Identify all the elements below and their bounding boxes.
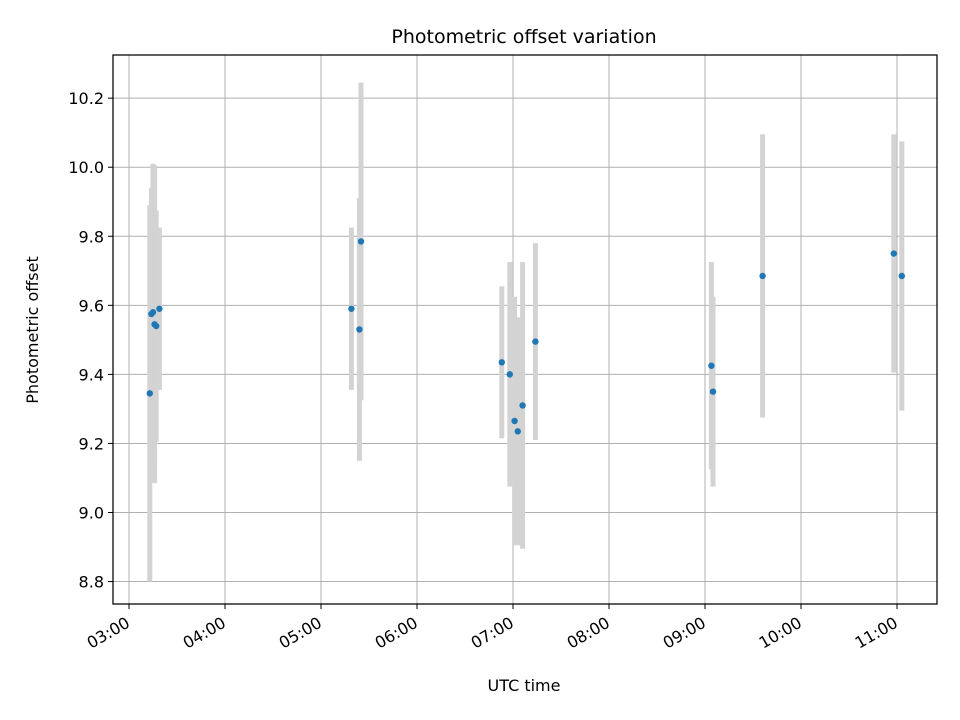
x-tick-label: 10:00 bbox=[756, 613, 805, 653]
error-bars bbox=[147, 82, 905, 582]
y-tick-label: 9.6 bbox=[79, 296, 104, 315]
data-point bbox=[532, 338, 539, 345]
x-tick-label: 09:00 bbox=[660, 613, 709, 653]
data-point bbox=[759, 272, 766, 280]
x-axis: 03:00 04:00 05:00 06:00 07:00 08:00 09:00 10:00… bbox=[84, 604, 901, 653]
data-point bbox=[519, 402, 526, 409]
data-point bbox=[146, 390, 153, 397]
y-tick-label: 10.0 bbox=[68, 158, 104, 177]
data-point bbox=[709, 388, 717, 395]
chart-title: Photometric offset variation bbox=[391, 26, 656, 48]
data-point bbox=[348, 305, 355, 312]
y-tick-label: 9.2 bbox=[79, 434, 104, 453]
data-point bbox=[890, 250, 897, 257]
data-points bbox=[146, 238, 905, 435]
y-axis-label: Photometric offset bbox=[23, 256, 42, 404]
x-tick-label: 08:00 bbox=[564, 613, 613, 653]
data-point bbox=[498, 359, 505, 366]
x-tick-label: 07:00 bbox=[468, 613, 517, 653]
x-tick-label: 04:00 bbox=[180, 613, 229, 653]
y-tick-label: 9.8 bbox=[79, 227, 104, 246]
y-tick-label: 10.2 bbox=[68, 89, 104, 108]
data-point bbox=[514, 428, 521, 435]
data-point bbox=[708, 362, 715, 369]
x-tick-label: 03:00 bbox=[84, 613, 133, 653]
x-tick-label: 05:00 bbox=[276, 613, 325, 653]
data-point bbox=[898, 272, 905, 280]
data-point bbox=[511, 417, 518, 425]
data-point bbox=[506, 371, 513, 378]
data-point bbox=[357, 238, 365, 245]
plot-frame bbox=[112, 54, 938, 605]
y-tick-label: 9.4 bbox=[79, 365, 104, 384]
x-tick-label: 11:00 bbox=[852, 613, 901, 653]
data-point bbox=[153, 322, 160, 330]
x-axis-label: UTC time bbox=[488, 676, 561, 695]
y-tick-label: 9.0 bbox=[79, 504, 104, 523]
x-tick-label: 06:00 bbox=[372, 613, 421, 653]
data-point bbox=[356, 326, 363, 333]
data-point bbox=[156, 305, 163, 312]
data-point bbox=[149, 309, 157, 316]
y-tick-label: 8.8 bbox=[79, 573, 104, 592]
y-axis: 8.8 9.0 9.2 9.4 9.6 9.8 10.0 10.2 bbox=[68, 89, 113, 592]
